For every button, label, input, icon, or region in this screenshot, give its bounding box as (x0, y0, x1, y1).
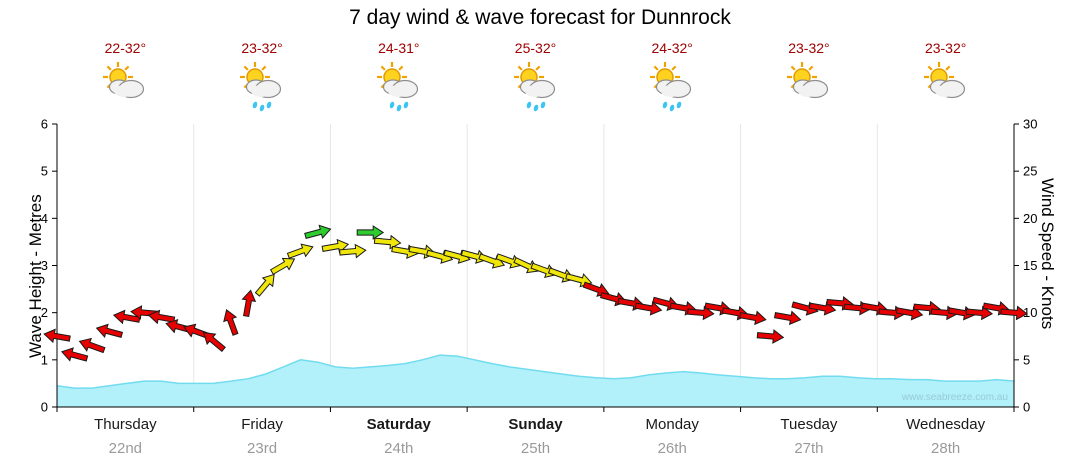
page-title: 7 day wind & wave forecast for Dunnrock (349, 6, 731, 29)
wind-arrow (254, 273, 275, 297)
wind-arrow (756, 329, 785, 344)
temp-range: 22-32° (104, 40, 147, 56)
sun-cloud-rain-icon (513, 62, 555, 112)
wind-arrow (739, 310, 767, 326)
wind-arrow (356, 225, 385, 240)
temp-range: 23-32° (924, 40, 967, 56)
sun-cloud-icon (786, 62, 829, 99)
sun-cloud-icon (923, 62, 965, 99)
wind-arrow (339, 243, 367, 259)
wind-arrow (95, 323, 124, 339)
left-tick-label: 4 (41, 211, 48, 226)
wind-arrow (78, 337, 106, 354)
left-tick-label: 6 (41, 117, 48, 132)
wind-arrow (304, 224, 332, 240)
wind-arrow (147, 309, 176, 325)
wind-arrow (43, 328, 71, 344)
day-label: Friday (241, 416, 283, 433)
date-label: 24th (384, 440, 414, 457)
wind-arrow (269, 257, 296, 275)
left-tick-label: 1 (41, 352, 48, 367)
weather-icon (919, 62, 973, 114)
left-tick-label: 2 (41, 305, 48, 320)
wind-arrow (241, 289, 257, 318)
day-label: Thursday (94, 416, 157, 433)
wind-arrow (495, 253, 523, 269)
temp-range: 24-31° (378, 40, 420, 56)
date-label: 26th (657, 440, 687, 457)
right-tick-label: 20 (1023, 211, 1037, 226)
sun-cloud-rain-icon (240, 62, 282, 112)
temp-range: 24-32° (651, 40, 693, 56)
wind-arrow (773, 310, 802, 326)
wind-arrow (373, 234, 402, 250)
date-label: 23rd (247, 440, 278, 457)
right-tick-label: 0 (1023, 400, 1030, 415)
wind-arrow (202, 332, 226, 353)
sun-cloud-rain-icon (376, 62, 418, 112)
weather-icon (372, 62, 426, 114)
right-tick-label: 30 (1023, 117, 1037, 132)
date-label: 22nd (108, 440, 143, 457)
temp-range: 23-32° (241, 40, 283, 56)
left-tick-label: 5 (41, 164, 48, 179)
day-label: Sunday (508, 416, 563, 433)
weather-icon (235, 62, 289, 114)
wave-height-line (56, 354, 1015, 389)
day-label: Monday (645, 416, 699, 433)
right-tick-label: 25 (1023, 164, 1037, 179)
sun-cloud-rain-icon (650, 62, 692, 112)
wind-arrow (965, 305, 994, 321)
date-label: 25th (520, 440, 551, 457)
date-label: 27th (794, 440, 824, 457)
wind-arrow (687, 305, 715, 321)
weather-icon (98, 62, 152, 114)
date-label: 28th (931, 440, 961, 457)
wind-arrow (223, 309, 239, 336)
weather-icon (509, 62, 563, 114)
sun-cloud-icon (103, 62, 145, 99)
right-tick-label: 5 (1023, 352, 1030, 367)
left-tick-label: 3 (41, 258, 48, 273)
day-label: Saturday (366, 416, 431, 433)
temp-range: 25-32° (514, 40, 557, 56)
wind-arrow (286, 243, 314, 259)
weather-icon (645, 62, 699, 114)
watermark: www.seabreeze.com.au (901, 392, 1008, 403)
temp-range: 23-32° (788, 40, 830, 56)
day-label: Wednesday (906, 416, 986, 433)
wave-height-area (57, 355, 1014, 407)
right-tick-label: 15 (1023, 258, 1037, 273)
day-label: Tuesday (780, 416, 838, 433)
left-tick-label: 0 (41, 400, 48, 415)
wind-arrow (1000, 305, 1028, 321)
right-tick-label: 10 (1023, 305, 1037, 320)
wind-arrow (60, 347, 89, 362)
wind-arrow (634, 301, 663, 316)
weather-icon (782, 62, 836, 114)
